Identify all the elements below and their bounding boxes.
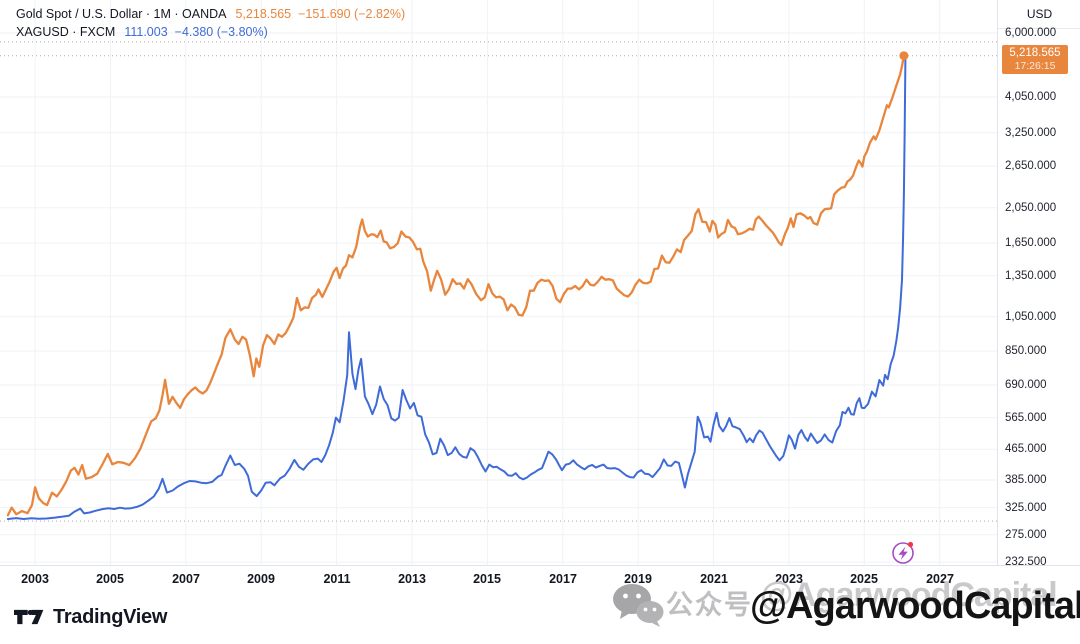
last-price-badge: 5,218.565 17:26:15 bbox=[1002, 45, 1068, 74]
price-scale-label: 565.000 bbox=[1005, 412, 1047, 424]
market-events-icon[interactable] bbox=[892, 541, 914, 564]
time-scale-label: 2023 bbox=[775, 572, 803, 586]
price-scale-label: 6,000.000 bbox=[1005, 27, 1057, 39]
wechat-icon bbox=[613, 584, 664, 627]
time-scale-label: 2015 bbox=[473, 572, 501, 586]
price-scale[interactable]: USD 6,000.000 4,050.000 3,250.000 2,650.000… bbox=[997, 0, 1080, 593]
watermark-ghost-text: @AgarwoodCapital bbox=[760, 576, 1058, 614]
legend: Gold Spot / U.S. Dollar · 1M · OANDA 5,2… bbox=[16, 7, 405, 43]
legend-row-gold[interactable]: Gold Spot / U.S. Dollar · 1M · OANDA 5,2… bbox=[16, 7, 405, 23]
price-scale-label: 2,050.000 bbox=[1005, 202, 1057, 214]
price-scale-label: 275.000 bbox=[1005, 529, 1047, 541]
legend-row-silver[interactable]: XAGUSD · FXCM 111.003 −4.380 (−3.80%) bbox=[16, 25, 405, 41]
price-scale-label: 1,050.000 bbox=[1005, 311, 1057, 323]
time-scale-label: 2005 bbox=[96, 572, 124, 586]
time-scale-label: 2021 bbox=[700, 572, 728, 586]
symbol-title-silver[interactable]: XAGUSD · FXCM bbox=[16, 25, 116, 39]
time-scale-label: 2013 bbox=[398, 572, 426, 586]
time-scale-label: 2003 bbox=[21, 572, 49, 586]
watermark-prefix-text: 公众号 bbox=[666, 590, 753, 620]
price-scale-label: 850.000 bbox=[1005, 345, 1047, 357]
price-scale-label: 465.000 bbox=[1005, 443, 1047, 455]
symbol-values-gold: 5,218.565 −151.690 (−2.82%) bbox=[235, 7, 405, 21]
time-scale-label: 2007 bbox=[172, 572, 200, 586]
time-scale-label: 2011 bbox=[323, 572, 351, 586]
time-scale-label: 2027 bbox=[926, 572, 954, 586]
chart-canvas[interactable] bbox=[0, 0, 997, 565]
price-scale-label: 2,650.000 bbox=[1005, 160, 1057, 172]
grid-lines bbox=[0, 0, 997, 565]
tradingview-logo-text: TradingView bbox=[53, 605, 168, 628]
time-scale-label: 2017 bbox=[549, 572, 577, 586]
gold-series-line[interactable] bbox=[6, 54, 906, 517]
last-price-silver: 111.003 bbox=[124, 25, 168, 39]
currency-label[interactable]: USD bbox=[998, 0, 1080, 29]
watermark-main-text: @AgarwoodCapital bbox=[750, 585, 1080, 627]
price-scale-label: 1,650.000 bbox=[1005, 237, 1057, 249]
tradingview-logo-icon bbox=[14, 609, 44, 625]
price-scale-label: 325.000 bbox=[1005, 502, 1047, 514]
price-scale-label: 690.000 bbox=[1005, 379, 1047, 391]
price-scale-label: 1,350.000 bbox=[1005, 270, 1057, 282]
time-scale-label: 2009 bbox=[247, 572, 275, 586]
time-scale-label: 2019 bbox=[624, 572, 652, 586]
last-price-marker bbox=[899, 51, 909, 61]
price-scale-label: 4,050.000 bbox=[1005, 91, 1057, 103]
change-gold: −151.690 (−2.82%) bbox=[298, 7, 406, 21]
time-scale[interactable]: 2003 2005 2007 2009 2011 2013 2015 2017 2019 2021… bbox=[0, 565, 1080, 594]
symbol-values-silver: 111.003 −4.380 (−3.80%) bbox=[124, 25, 267, 39]
watermark: @AgarwoodCapital 公众号 @AgarwoodCapital bbox=[612, 576, 1080, 637]
badge-price: 5,218.565 bbox=[1009, 47, 1061, 59]
tradingview-logo[interactable]: TradingView bbox=[14, 603, 167, 631]
time-scale-label: 2025 bbox=[850, 572, 878, 586]
symbol-title-gold[interactable]: Gold Spot / U.S. Dollar · 1M · OANDA bbox=[16, 7, 227, 21]
last-price-gold: 5,218.565 bbox=[235, 7, 292, 21]
badge-countdown: 17:26:15 bbox=[1014, 60, 1056, 72]
price-scale-label: 3,250.000 bbox=[1005, 127, 1057, 139]
silver-series-line[interactable] bbox=[6, 58, 907, 520]
bottom-bar: TradingView @AgarwoodCapital 公众号 @Agarwo… bbox=[0, 576, 1080, 644]
change-silver: −4.380 (−3.80%) bbox=[174, 25, 268, 39]
price-chart[interactable] bbox=[0, 0, 997, 565]
price-scale-label: 385.000 bbox=[1005, 474, 1047, 486]
